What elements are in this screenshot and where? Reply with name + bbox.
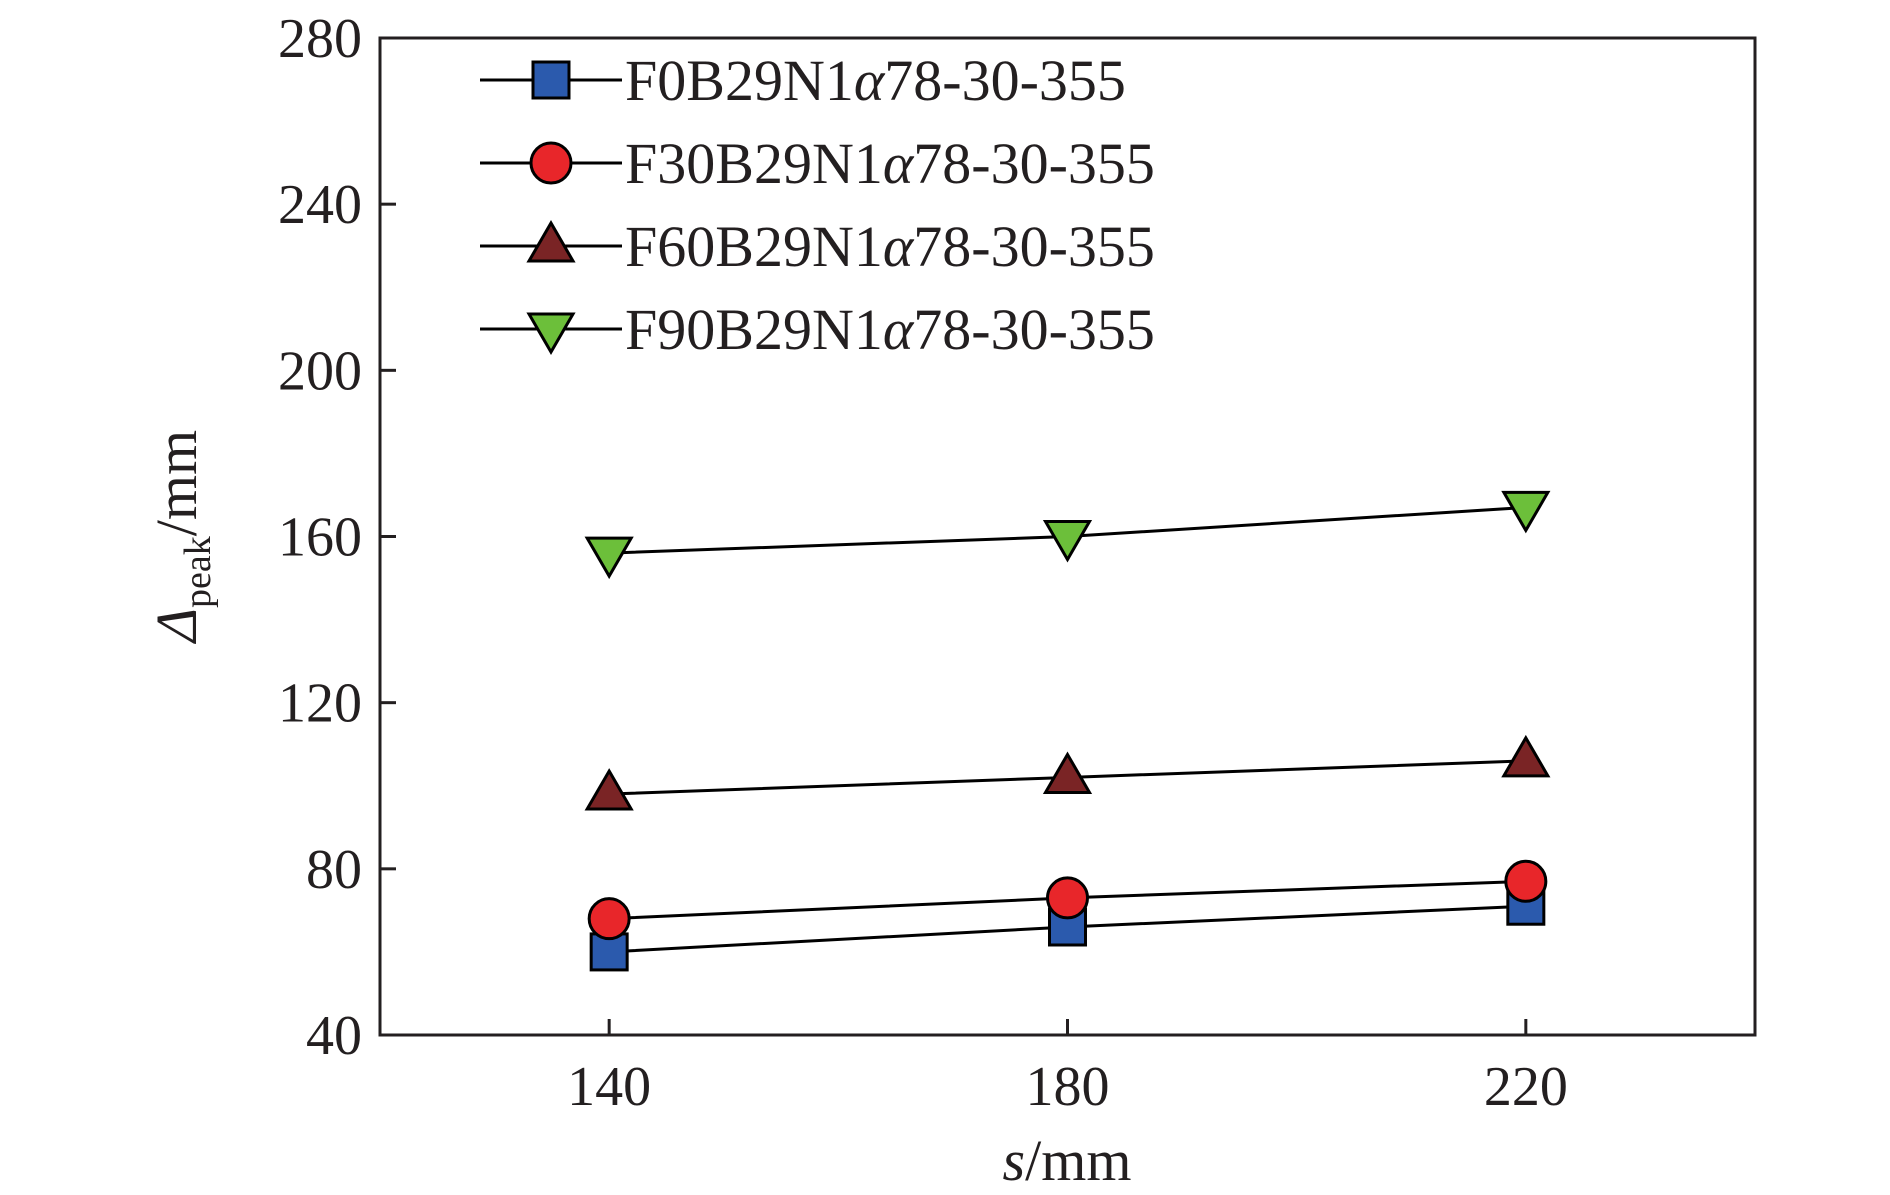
x-tick-label: 180: [1026, 1056, 1110, 1118]
series-2: [587, 859, 1548, 941]
data-point: [587, 897, 631, 941]
data-point: [1046, 876, 1089, 920]
y-axis-label-unit: /mm: [144, 430, 209, 536]
x-tick-label: 140: [567, 1056, 651, 1118]
data-point: [1042, 520, 1093, 563]
legend-label-alpha: α: [883, 131, 915, 196]
legend-label: F0B29N1α78-30-355: [625, 48, 1126, 113]
legend-marker: [531, 60, 571, 100]
y-tick-label: 120: [278, 673, 362, 735]
legend-label-suffix: 78-30-355: [884, 48, 1126, 113]
x-axis-label: s/mm: [1003, 1128, 1132, 1193]
ticks-layer: 40 80 120 160 200 240 280 140 180 220: [278, 8, 1568, 1118]
legend-label: F30B29N1α78-30-355: [625, 131, 1155, 196]
data-point: [1501, 490, 1551, 534]
legend-label-prefix: F60B29N1: [625, 214, 883, 279]
legend-item-1: F0B29N1α78-30-355: [480, 48, 1126, 113]
legend-label: F90B29N1α78-30-355: [625, 297, 1155, 362]
data-point: [1501, 734, 1551, 778]
y-tick-label: 80: [306, 839, 362, 901]
y-axis-label-sub: peak: [177, 536, 219, 608]
y-tick-label: 280: [278, 8, 362, 70]
x-tick-label: 220: [1484, 1056, 1568, 1118]
y-tick-label: 240: [278, 174, 362, 236]
plot-frame: [378, 36, 1757, 1037]
legend-label-suffix: 78-30-355: [913, 214, 1155, 279]
legend: F0B29N1α78-30-355F30B29N1α78-30-355F60B2…: [480, 48, 1155, 362]
x-axis-label-var: s: [1003, 1128, 1026, 1193]
legend-label-suffix: 78-30-355: [913, 131, 1155, 196]
legend-label-prefix: F90B29N1: [625, 297, 883, 362]
legend-label: F60B29N1α78-30-355: [625, 214, 1155, 279]
series-layer: [584, 490, 1551, 972]
y-tick-label: 160: [278, 507, 362, 569]
legend-item-4: F90B29N1α78-30-355: [480, 297, 1155, 362]
legend-item-3: F60B29N1α78-30-355: [480, 214, 1155, 279]
series-4: [584, 490, 1551, 580]
x-axis-label-unit: /mm: [1025, 1128, 1131, 1193]
legend-label-alpha: α: [883, 214, 915, 279]
legend-label-alpha: α: [883, 297, 915, 362]
data-point: [584, 536, 634, 580]
legend-label-alpha: α: [854, 48, 886, 113]
data-point: [584, 768, 634, 811]
legend-item-2: F30B29N1α78-30-355: [480, 131, 1155, 196]
y-tick-label: 40: [306, 1005, 362, 1067]
legend-marker: [529, 141, 573, 185]
data-point: [1504, 859, 1548, 903]
legend-marker: [526, 220, 576, 263]
legend-label-prefix: F30B29N1: [625, 131, 883, 196]
data-point: [1042, 751, 1093, 794]
legend-marker: [526, 312, 576, 355]
y-tick-label: 200: [278, 340, 362, 402]
y-axis-label-var: Δ: [144, 608, 209, 644]
legend-label-suffix: 78-30-355: [913, 297, 1155, 362]
y-axis-label: Δpeak/mm: [144, 430, 219, 644]
series-3: [584, 734, 1551, 811]
legend-label-prefix: F0B29N1: [625, 48, 854, 113]
